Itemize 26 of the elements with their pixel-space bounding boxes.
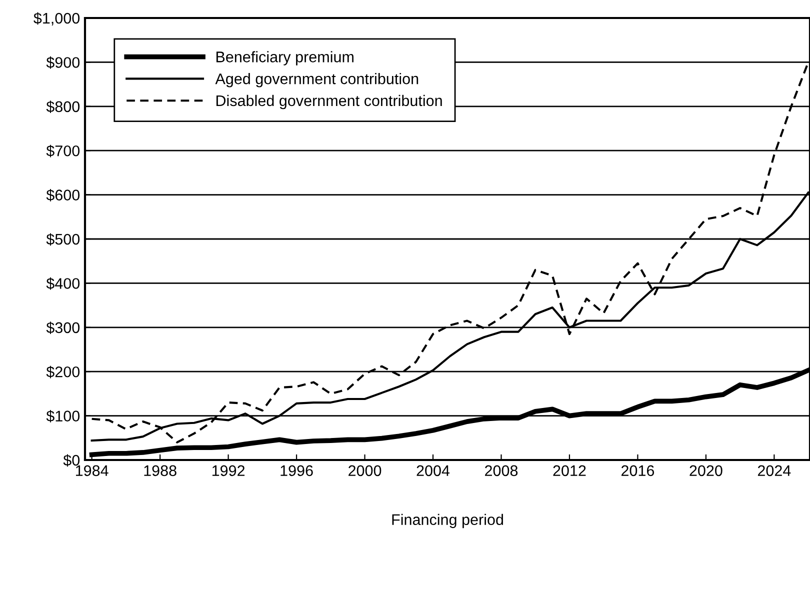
x-tick-label: 1984 [76,465,108,476]
x-tick-label: 2020 [690,465,722,476]
y-tick-label: $200 [46,366,80,378]
x-tick-label: 1988 [144,465,176,476]
y-tick-label: $100 [46,410,80,422]
x-tick-label: 2024 [758,465,791,476]
x-tick-label: 2012 [553,465,586,476]
y-tick-label: $500 [46,233,80,246]
x-tick-label: 2016 [621,465,654,476]
legend-label: Aged government contribution [215,73,418,88]
y-tick-label: $800 [46,100,80,113]
x-tick-label: 2004 [416,465,450,476]
y-tick-label: $700 [46,144,80,158]
legend-label: Beneficiary premium [216,51,354,66]
x-tick-label: 2000 [348,465,382,476]
x-tick-label: 1992 [212,465,245,476]
x-axis-title: Financing period [392,514,503,528]
y-tick-label: $300 [46,322,80,334]
y-tick-label: $1,000 [34,12,80,26]
x-tick-label: 1996 [280,465,313,476]
y-tick-label: $600 [46,189,80,202]
legend-label: Disabled government contribution [216,94,442,110]
y-tick-label: $400 [46,277,80,290]
y-tick-label: $900 [46,56,80,69]
x-tick-label: 2008 [485,465,518,476]
y-tick-label: $0 [63,454,80,467]
